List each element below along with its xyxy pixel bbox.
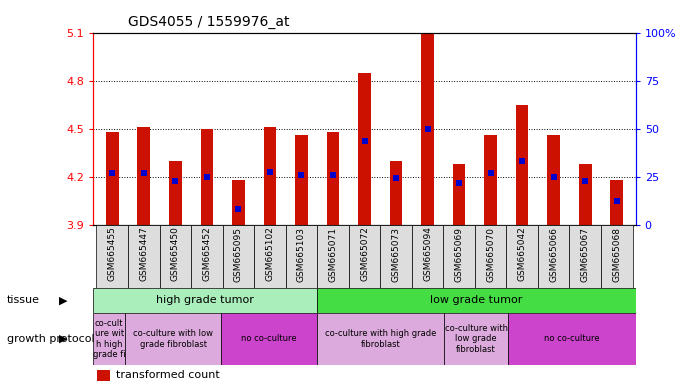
Bar — [138, 127, 150, 225]
Text: GSM665450: GSM665450 — [171, 227, 180, 281]
Text: GSM665066: GSM665066 — [549, 227, 558, 281]
Bar — [316, 313, 444, 365]
Text: transformed count: transformed count — [116, 370, 220, 380]
Text: low grade tumor: low grade tumor — [430, 295, 522, 306]
Text: GSM665455: GSM665455 — [108, 227, 117, 281]
Bar — [263, 127, 276, 225]
Bar — [317, 225, 349, 288]
Bar — [221, 313, 316, 365]
Bar — [538, 225, 569, 288]
Bar — [507, 225, 538, 288]
Text: GSM665103: GSM665103 — [297, 227, 306, 281]
Bar — [316, 288, 636, 313]
Bar — [380, 225, 412, 288]
Bar — [169, 161, 182, 225]
Text: co-culture with low
grade fibroblast: co-culture with low grade fibroblast — [133, 329, 213, 349]
Bar — [106, 132, 119, 225]
Bar — [516, 104, 529, 225]
Text: no co-culture: no co-culture — [544, 334, 600, 343]
Bar — [191, 225, 223, 288]
Text: GDS4055 / 1559976_at: GDS4055 / 1559976_at — [128, 15, 290, 29]
Bar — [547, 135, 560, 225]
Bar — [358, 73, 371, 225]
Bar — [422, 33, 434, 225]
Text: GSM665068: GSM665068 — [612, 227, 621, 281]
Text: GSM665067: GSM665067 — [580, 227, 589, 281]
Bar — [160, 225, 191, 288]
Bar — [444, 313, 508, 365]
Bar — [97, 225, 128, 288]
Text: GSM665073: GSM665073 — [392, 227, 401, 281]
Text: GSM665447: GSM665447 — [140, 227, 149, 281]
Text: tissue: tissue — [7, 295, 40, 306]
Bar — [93, 288, 316, 313]
Bar — [390, 161, 402, 225]
Text: no co-culture: no co-culture — [241, 334, 296, 343]
Text: GSM665072: GSM665072 — [360, 227, 369, 281]
Bar — [475, 225, 507, 288]
Text: GSM665042: GSM665042 — [518, 227, 527, 281]
Text: growth protocol: growth protocol — [7, 334, 95, 344]
Text: GSM665071: GSM665071 — [328, 227, 337, 281]
Bar — [200, 129, 213, 225]
Bar — [125, 313, 221, 365]
Text: GSM665070: GSM665070 — [486, 227, 495, 281]
Text: high grade tumor: high grade tumor — [156, 295, 254, 306]
Text: GSM665095: GSM665095 — [234, 227, 243, 281]
Bar — [508, 313, 636, 365]
Text: ▶: ▶ — [59, 295, 67, 306]
Bar — [412, 225, 444, 288]
Bar — [569, 225, 601, 288]
Bar — [610, 180, 623, 225]
Bar — [444, 225, 475, 288]
Text: co-culture with
low grade
fibroblast: co-culture with low grade fibroblast — [445, 324, 508, 354]
Text: GSM665102: GSM665102 — [265, 227, 274, 281]
Bar — [295, 135, 307, 225]
Bar — [285, 225, 317, 288]
Text: GSM665452: GSM665452 — [202, 227, 211, 281]
Bar — [327, 132, 339, 225]
Bar — [223, 225, 254, 288]
Bar — [93, 313, 125, 365]
Bar — [453, 164, 466, 225]
Text: GSM665069: GSM665069 — [455, 227, 464, 281]
Bar — [128, 225, 160, 288]
Bar — [579, 164, 591, 225]
Bar — [232, 180, 245, 225]
Bar — [484, 135, 497, 225]
Text: co-culture with high grade
fibroblast: co-culture with high grade fibroblast — [325, 329, 436, 349]
Bar — [97, 370, 110, 381]
Bar — [254, 225, 285, 288]
Text: co-cult
ure wit
h high
grade fi: co-cult ure wit h high grade fi — [93, 319, 126, 359]
Text: GSM665094: GSM665094 — [423, 227, 432, 281]
Text: ▶: ▶ — [59, 334, 67, 344]
Bar — [349, 225, 380, 288]
Bar — [601, 225, 632, 288]
